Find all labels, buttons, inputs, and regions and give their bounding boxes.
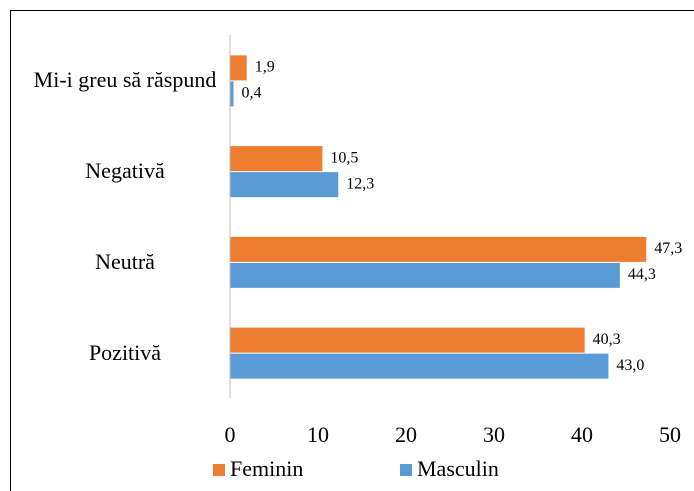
data-label: 12,3 xyxy=(346,175,374,192)
bar xyxy=(230,146,323,172)
x-tick-label: 0 xyxy=(225,422,236,447)
y-tick-label: Mi-i greu să răspund xyxy=(33,67,217,93)
legend-swatch xyxy=(400,464,412,476)
bar xyxy=(230,327,585,353)
y-tick-label: Negativă xyxy=(85,158,165,184)
data-label: 1,9 xyxy=(255,59,275,76)
legend-swatch xyxy=(213,464,225,476)
data-label: 40,3 xyxy=(593,331,621,348)
bar xyxy=(230,353,609,379)
x-tick-label: 40 xyxy=(571,422,593,447)
data-label: 44,3 xyxy=(628,266,656,283)
category-label-box: Pozitivă xyxy=(88,339,162,365)
x-tick-label: 30 xyxy=(483,422,505,447)
x-tick-label: 10 xyxy=(307,422,329,447)
category-label-box: Mi-i greu să răspund xyxy=(33,67,217,93)
data-label: 10,5 xyxy=(330,149,358,166)
bar xyxy=(230,55,247,81)
legend-label: Feminin xyxy=(230,456,303,481)
x-tick-label: 50 xyxy=(659,422,681,447)
data-label: 43,0 xyxy=(616,357,644,374)
bar xyxy=(230,172,339,198)
bar xyxy=(230,236,647,262)
y-tick-label: Pozitivă xyxy=(88,339,162,365)
data-label: 0,4 xyxy=(242,85,262,102)
bar xyxy=(230,262,620,288)
legend-label: Masculin xyxy=(417,456,499,481)
category-label-box: Neutră xyxy=(95,248,155,274)
bar xyxy=(230,81,234,107)
data-label: 47,3 xyxy=(654,240,682,257)
y-tick-label: Neutră xyxy=(95,248,155,274)
x-tick-label: 20 xyxy=(395,422,417,447)
category-label-box: Negativă xyxy=(85,158,165,184)
